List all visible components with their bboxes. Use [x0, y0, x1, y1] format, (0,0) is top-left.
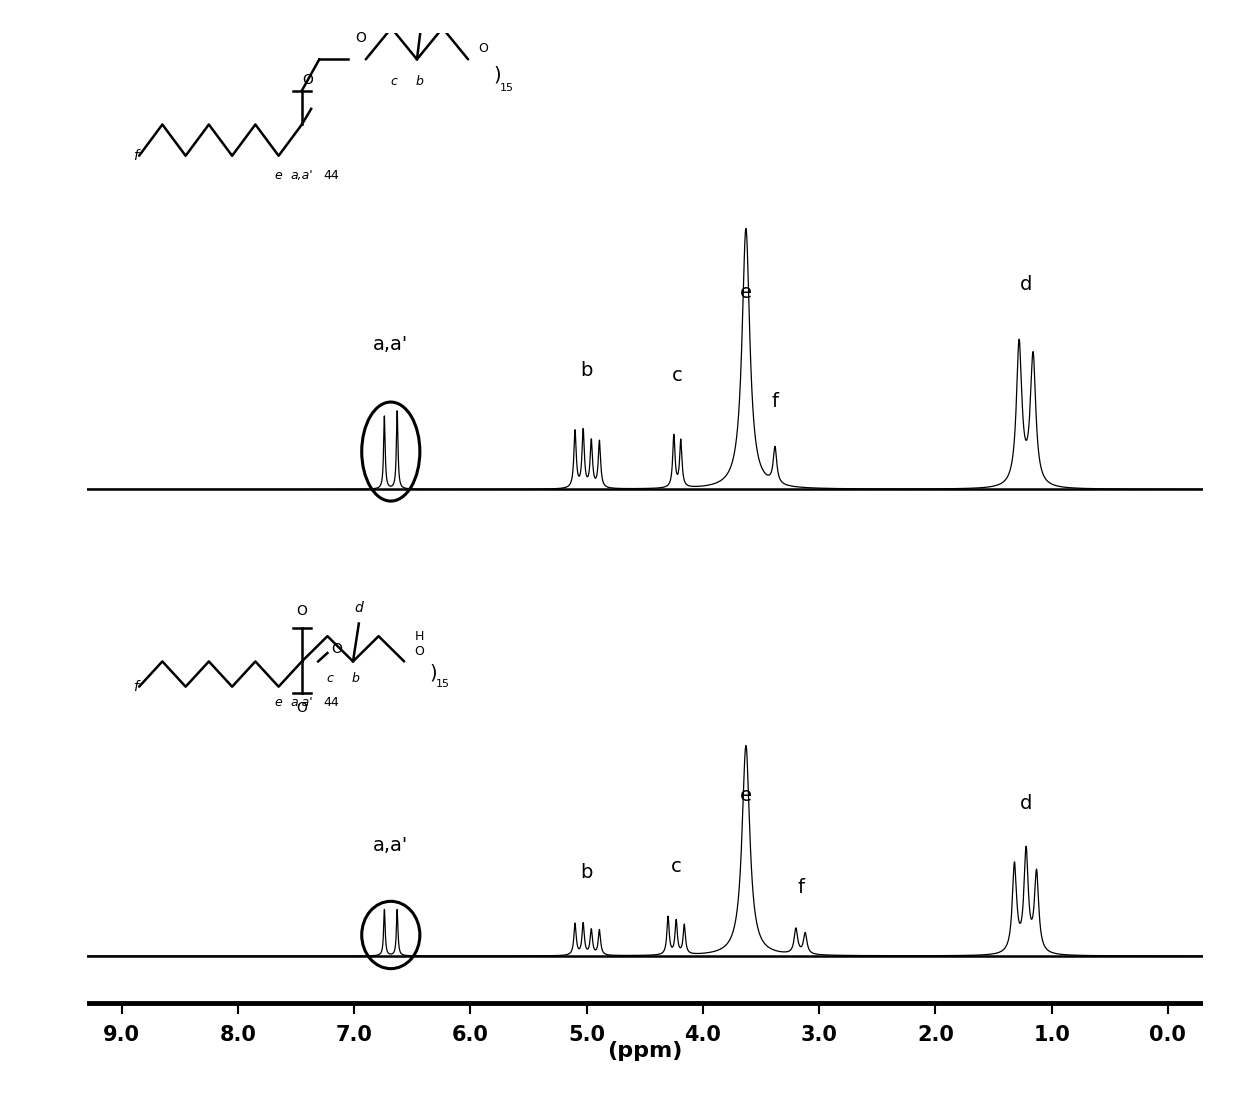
Text: ): )	[494, 65, 501, 84]
Text: H: H	[414, 630, 424, 643]
Text: f: f	[797, 878, 804, 897]
Text: f: f	[771, 393, 779, 411]
Text: e: e	[275, 170, 283, 182]
Text: a,a': a,a'	[290, 695, 312, 709]
Text: c: c	[672, 366, 683, 385]
Text: 1.0: 1.0	[1033, 1025, 1070, 1045]
Text: f: f	[133, 680, 138, 693]
Text: 44: 44	[324, 170, 339, 182]
Text: 3.0: 3.0	[801, 1025, 837, 1045]
Text: b: b	[580, 360, 593, 380]
Text: O: O	[331, 642, 342, 655]
Text: O: O	[356, 31, 367, 45]
Text: O: O	[479, 41, 489, 54]
Text: 5.0: 5.0	[568, 1025, 605, 1045]
Text: 2.0: 2.0	[918, 1025, 954, 1045]
Text: c: c	[326, 672, 334, 685]
Text: a,a': a,a'	[290, 170, 312, 182]
Text: 44: 44	[324, 695, 339, 709]
Text: a,a': a,a'	[373, 335, 408, 354]
Text: 7.0: 7.0	[336, 1025, 372, 1045]
Text: 15: 15	[435, 679, 450, 689]
Text: d: d	[1021, 794, 1032, 813]
Text: 4.0: 4.0	[684, 1025, 722, 1045]
Text: d: d	[355, 601, 363, 615]
Text: b: b	[351, 672, 360, 685]
Text: f: f	[133, 149, 138, 163]
Text: e: e	[740, 785, 751, 804]
Text: O: O	[296, 604, 308, 618]
Text: b: b	[580, 864, 593, 883]
Text: 9.0: 9.0	[103, 1025, 140, 1045]
Text: e: e	[275, 695, 283, 709]
Text: O: O	[303, 73, 314, 88]
Text: d: d	[418, 0, 427, 2]
Text: e: e	[740, 283, 751, 302]
Text: b: b	[415, 75, 423, 89]
Text: d: d	[1021, 275, 1032, 294]
Text: 8.0: 8.0	[219, 1025, 257, 1045]
Text: a,a': a,a'	[373, 836, 408, 855]
Text: (ppm): (ppm)	[608, 1041, 682, 1061]
Text: c: c	[671, 857, 682, 876]
Text: 0.0: 0.0	[1149, 1025, 1187, 1045]
Text: O: O	[296, 701, 308, 714]
Text: O: O	[414, 645, 424, 658]
Text: 15: 15	[500, 82, 513, 93]
Text: c: c	[391, 75, 397, 89]
Text: ): )	[429, 663, 436, 682]
Text: 6.0: 6.0	[453, 1025, 489, 1045]
